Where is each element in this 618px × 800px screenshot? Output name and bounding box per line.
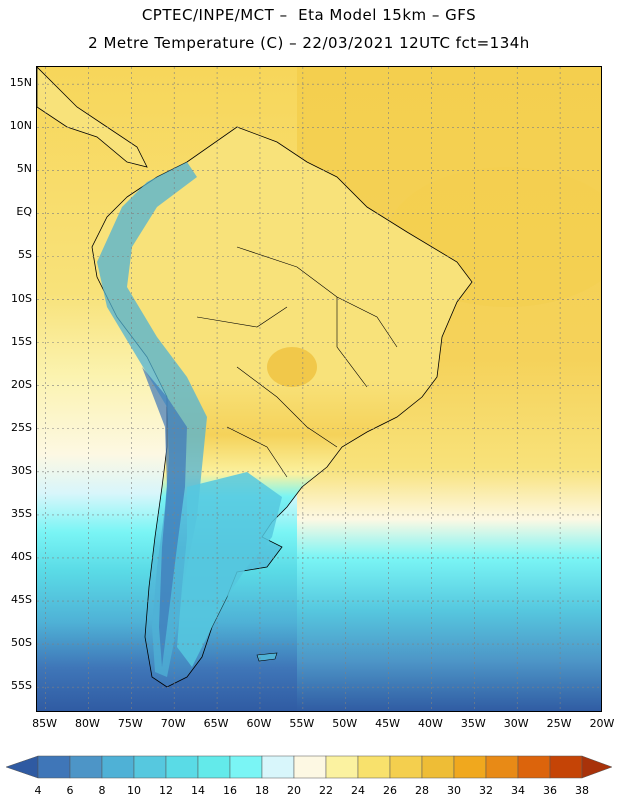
colorbar-box [453, 755, 487, 779]
temperature-map[interactable] [36, 66, 602, 712]
colorbar-tick-label: 8 [98, 784, 106, 797]
colorbar-tick-label: 34 [511, 784, 525, 797]
colorbar-tick-label: 26 [383, 784, 397, 797]
colorbar-tick-label: 38 [575, 784, 589, 797]
colorbar-box [101, 755, 135, 779]
warm-interior [267, 347, 317, 387]
colorbar-under-arrow [5, 755, 39, 779]
lat-label: 15S [11, 334, 32, 348]
colorbar-box [517, 755, 551, 779]
colorbar-box [165, 755, 199, 779]
lat-label: EQ [16, 205, 32, 219]
colorbar-box [293, 755, 327, 779]
colorbar-tick-label: 4 [34, 784, 42, 797]
lon-label: 85W [32, 717, 57, 730]
temperature-colorbar [5, 755, 613, 779]
colorbar-tick-label: 20 [287, 784, 301, 797]
lat-label: 5N [16, 162, 32, 176]
map-title-line1: CPTEC/INPE/MCT – Eta Model 15km – GFS [141, 6, 477, 24]
colorbar-tick-label: 36 [543, 784, 557, 797]
lon-label: 45W [375, 717, 401, 730]
lat-label: 20S [11, 377, 32, 391]
lon-label: 30W [503, 717, 529, 730]
temperature-field [37, 67, 601, 711]
andes-cold-band [97, 162, 207, 677]
colorbar-box [389, 755, 423, 779]
colorbar-over-arrow [581, 755, 613, 779]
lat-label: 10S [11, 291, 32, 305]
colorbar-box [325, 755, 359, 779]
lon-label: 20W [589, 717, 615, 730]
lat-label: 35S [11, 506, 32, 520]
central-america [37, 67, 148, 168]
lat-lon-grid [37, 67, 601, 711]
lon-label: 40W [418, 717, 443, 730]
colorbar-box [549, 755, 583, 779]
lat-label: 45S [11, 593, 32, 607]
lon-label: 55W [289, 717, 315, 730]
map-title-line2: 2 Metre Temperature (C) – 22/03/2021 12U… [88, 34, 530, 52]
andes-core [142, 367, 187, 667]
lat-label: 40S [11, 549, 32, 563]
colorbar-tick-label: 6 [66, 784, 74, 797]
lon-label: 80W [75, 717, 100, 730]
colorbar-tick-label: 30 [447, 784, 461, 797]
lon-label: 35W [460, 717, 486, 730]
colorbar-tick-label: 10 [127, 784, 141, 797]
colorbar-box [197, 755, 231, 779]
country-borders [196, 246, 398, 478]
colorbar-tick-label: 24 [351, 784, 365, 797]
colorbar-box [229, 755, 263, 779]
colorbar-tick-label: 14 [191, 784, 205, 797]
lon-label: 50W [332, 717, 358, 730]
lat-label: 30S [11, 463, 32, 477]
lon-label: 65W [203, 717, 229, 730]
colorbar-box [133, 755, 167, 779]
falkland-islands [256, 652, 278, 662]
colorbar-tick-label: 32 [479, 784, 493, 797]
lon-label: 75W [117, 717, 143, 730]
colorbar-tick-label: 22 [319, 784, 333, 797]
lat-label: 55S [11, 679, 32, 693]
lat-label: 10N [9, 119, 32, 133]
colorbar-box [485, 755, 519, 779]
lat-label: 25S [11, 420, 32, 434]
colorbar-tick-label: 18 [255, 784, 269, 797]
colorbar-box [421, 755, 455, 779]
colorbar-tick-label: 12 [159, 784, 173, 797]
colorbar-tick-label: 28 [415, 784, 429, 797]
colorbar-box [261, 755, 295, 779]
lon-label: 25W [546, 717, 572, 730]
lat-label: 15N [9, 76, 32, 90]
patagonia-cool [177, 472, 282, 667]
lon-label: 60W [246, 717, 272, 730]
colorbar-box [357, 755, 391, 779]
colorbar-box [37, 755, 71, 779]
lat-label: 50S [11, 636, 32, 650]
colorbar-tick-label: 16 [223, 784, 237, 797]
colorbar-box [69, 755, 103, 779]
lat-label: 5S [18, 248, 32, 262]
lon-label: 70W [160, 717, 186, 730]
